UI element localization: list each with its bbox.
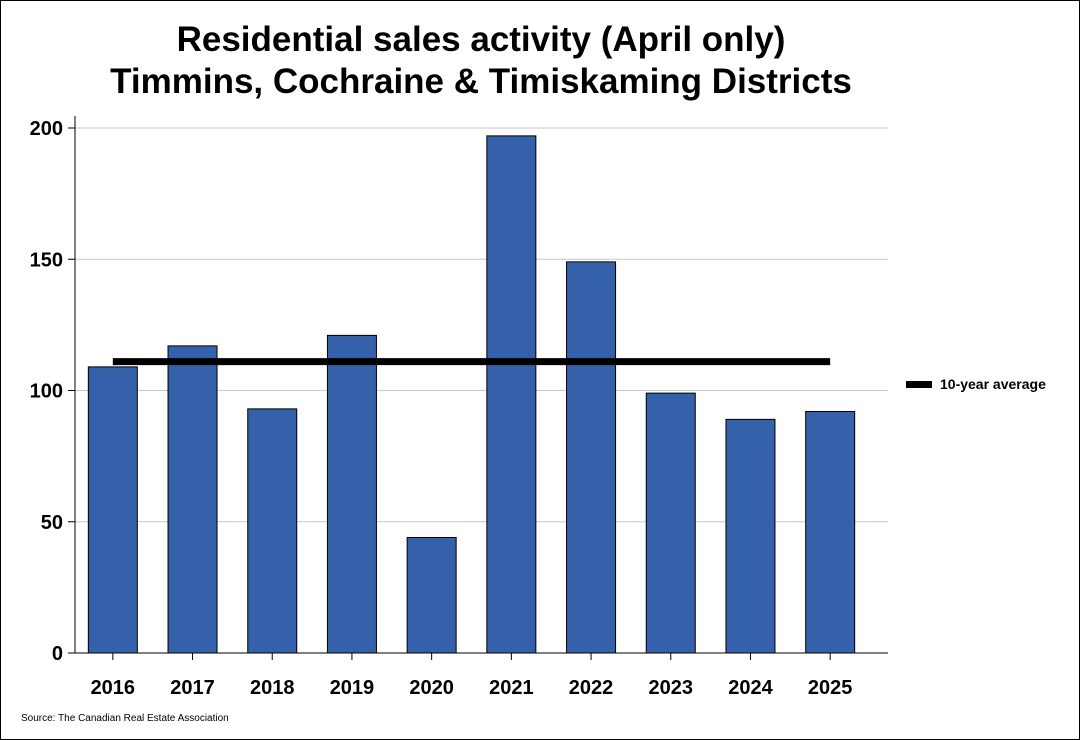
legend-average-label: 10-year average	[940, 376, 1046, 392]
bar-2024	[725, 418, 776, 654]
chart-title: Residential sales activity (April only)	[176, 20, 786, 59]
x-tick-label-2025: 2025	[808, 677, 853, 699]
bar-2018	[247, 408, 298, 654]
x-tick-label-2022: 2022	[569, 677, 614, 699]
bar-2016	[87, 366, 138, 654]
x-tick-label-2018: 2018	[250, 677, 295, 699]
y-tick-label: 100	[30, 381, 63, 403]
x-tick-label-2023: 2023	[649, 677, 694, 699]
bar-2023	[645, 392, 696, 654]
bar-2017	[167, 345, 218, 654]
x-tick-label-2021: 2021	[489, 677, 534, 699]
y-tick-label: 200	[30, 118, 63, 140]
bar-2020	[406, 537, 457, 654]
x-tick-label-2024: 2024	[728, 677, 773, 699]
source-note: Source: The Canadian Real Estate Associa…	[21, 713, 229, 724]
bar-2022	[566, 261, 617, 654]
legend: 10-year average	[906, 376, 1046, 392]
legend-average-swatch	[906, 380, 932, 388]
bar-2021	[486, 135, 537, 654]
y-tick-label: 0	[52, 643, 63, 665]
bar-2019	[326, 334, 377, 654]
x-tick-label-2019: 2019	[330, 677, 375, 699]
x-tick-label-2017: 2017	[170, 677, 215, 699]
x-tick-label-2020: 2020	[409, 677, 454, 699]
y-tick-label: 150	[30, 249, 63, 271]
chart-title-block: Residential sales activity (April only) …	[1, 19, 961, 103]
x-tick-label-2016: 2016	[91, 677, 136, 699]
chart-subtitle: Timmins, Cochraine & Timiskaming Distric…	[110, 62, 852, 101]
y-tick-label: 50	[41, 512, 63, 534]
bar-2025	[805, 411, 856, 654]
